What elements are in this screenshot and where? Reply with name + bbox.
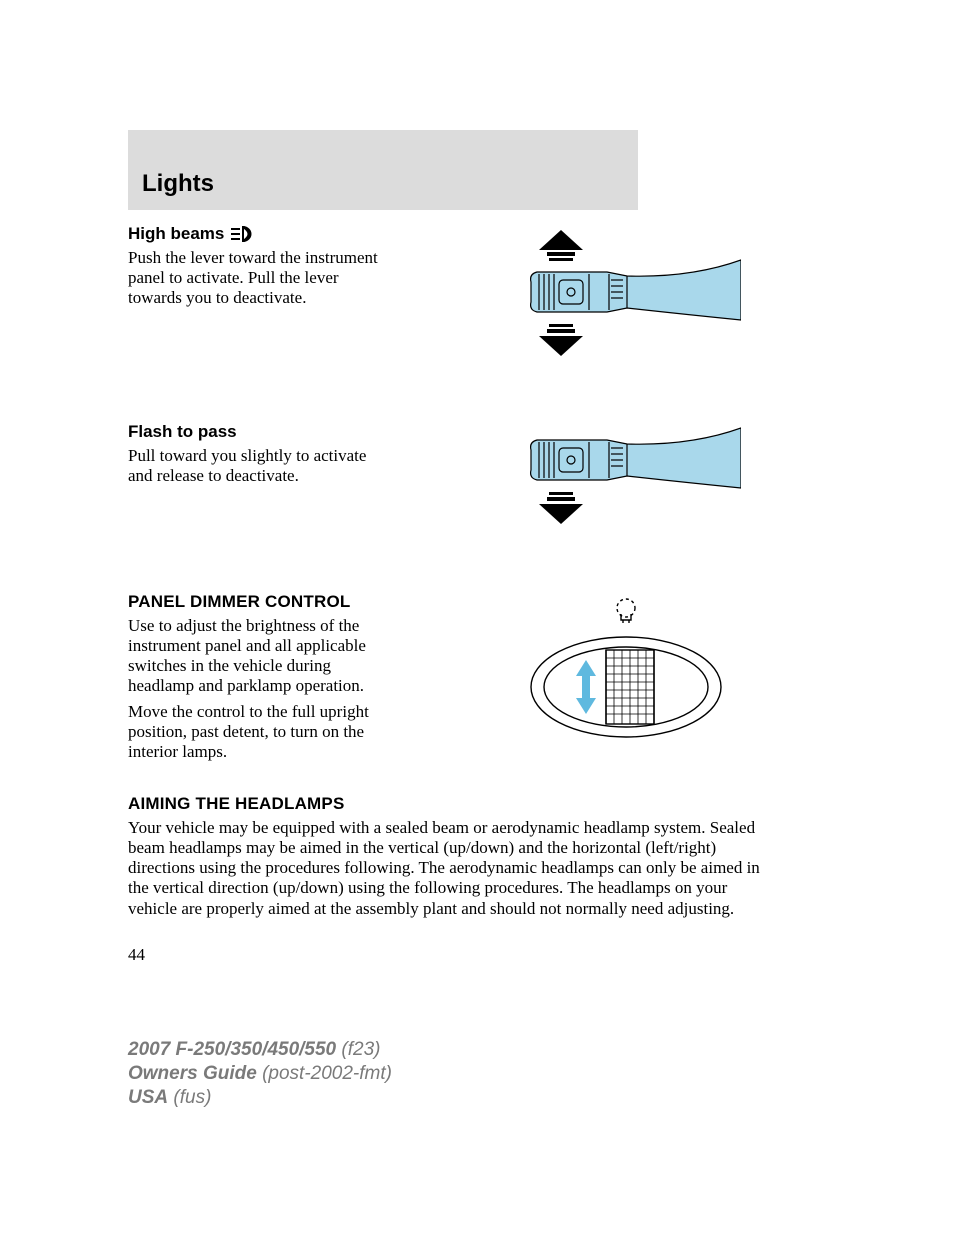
footer-code3: (fus)	[173, 1087, 211, 1108]
high-beam-icon	[230, 225, 258, 243]
arrow-down-icon	[539, 324, 583, 356]
page-number: 44	[128, 945, 834, 965]
aiming-section: AIMING THE HEADLAMPS Your vehicle may be…	[128, 794, 834, 918]
high-beams-heading-text: High beams	[128, 224, 224, 244]
page: Lights High beams	[0, 0, 954, 1235]
footer-line3: USA (fus)	[128, 1086, 392, 1110]
footer-model: 2007 F-250/350/450/550	[128, 1039, 336, 1060]
lamp-icon	[617, 599, 635, 623]
dimmer-oval	[531, 637, 721, 737]
footer-guide: Owners Guide	[128, 1063, 257, 1084]
high-beams-heading: High beams	[128, 224, 388, 244]
high-beams-section: High beams Push the lever toward the ins…	[128, 224, 834, 394]
flash-to-pass-section: Flash to pass Pull toward you slightly t…	[128, 422, 834, 562]
panel-dimmer-section: PANEL DIMMER CONTROL Use to adjust the b…	[128, 592, 834, 768]
section-header-band: Lights	[128, 130, 638, 210]
stalk-body	[531, 260, 741, 320]
flash-to-pass-heading-text: Flash to pass	[128, 422, 237, 442]
dimmer-arrow-icon	[576, 660, 596, 714]
high-beams-body: Push the lever toward the instrument pan…	[128, 248, 388, 308]
panel-dimmer-body2: Move the control to the full upright pos…	[128, 702, 388, 762]
stalk-body	[531, 428, 741, 488]
footer-code1: (f23)	[341, 1039, 380, 1060]
panel-dimmer-figure	[418, 592, 834, 768]
panel-dimmer-heading: PANEL DIMMER CONTROL	[128, 592, 388, 612]
page-content: High beams Push the lever toward the ins…	[128, 218, 834, 965]
stalk-diagram-both-arrows	[511, 224, 741, 374]
footer-line1: 2007 F-250/350/450/550 (f23)	[128, 1038, 392, 1062]
panel-dimmer-text: PANEL DIMMER CONTROL Use to adjust the b…	[128, 592, 388, 768]
flash-to-pass-body: Pull toward you slightly to activate and…	[128, 446, 388, 486]
panel-dimmer-body1: Use to adjust the brightness of the inst…	[128, 616, 388, 696]
aiming-body: Your vehicle may be equipped with a seal…	[128, 818, 768, 918]
footer-code2: (post-2002-fmt)	[262, 1063, 392, 1084]
high-beams-text: High beams Push the lever toward the ins…	[128, 224, 388, 394]
flash-to-pass-figure	[418, 422, 834, 562]
arrow-down-icon	[539, 492, 583, 524]
footer: 2007 F-250/350/450/550 (f23) Owners Guid…	[128, 1038, 392, 1109]
section-title: Lights	[142, 170, 214, 198]
high-beams-figure	[418, 224, 834, 394]
flash-to-pass-heading: Flash to pass	[128, 422, 388, 442]
aiming-heading: AIMING THE HEADLAMPS	[128, 794, 834, 814]
dimmer-diagram	[521, 592, 731, 752]
arrow-up-icon	[539, 230, 583, 261]
stalk-diagram-down-arrow	[511, 422, 741, 542]
footer-region: USA	[128, 1087, 168, 1108]
flash-to-pass-text: Flash to pass Pull toward you slightly t…	[128, 422, 388, 562]
footer-line2: Owners Guide (post-2002-fmt)	[128, 1062, 392, 1086]
